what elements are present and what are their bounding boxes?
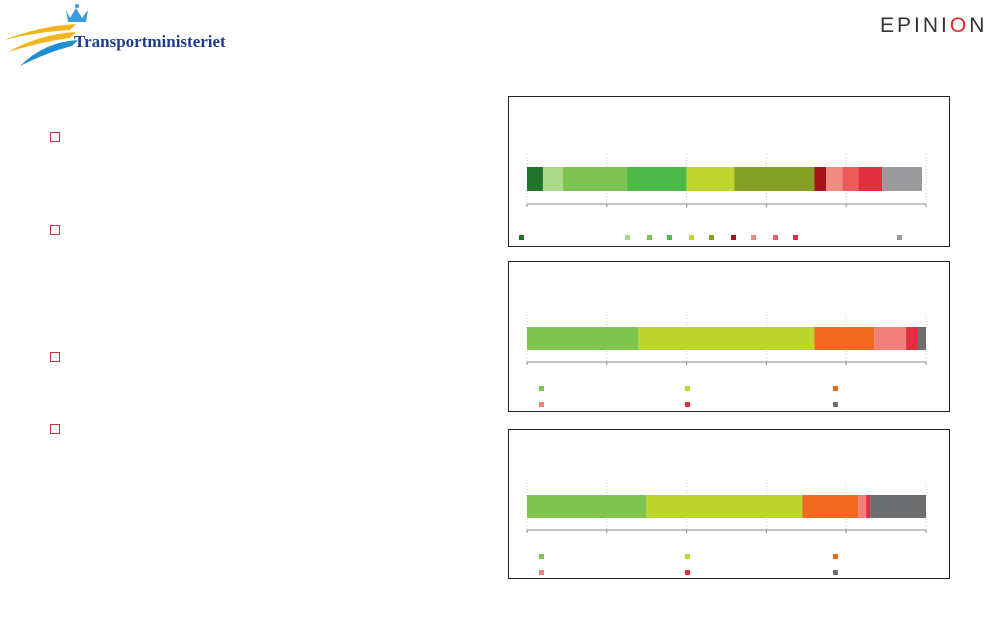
bar-segment-2	[646, 495, 803, 518]
legend-swatch-6	[709, 235, 714, 240]
bar-segment-4	[858, 495, 867, 518]
bar-segment-3	[562, 167, 627, 191]
legend-swatch-2	[625, 235, 630, 240]
bar-segment-9	[842, 167, 859, 191]
bar-segment-11	[882, 167, 923, 191]
legend-swatch-9	[773, 235, 778, 240]
legend-swatch-10	[793, 235, 798, 240]
legend-swatch-4	[667, 235, 672, 240]
legend-swatch-3	[647, 235, 652, 240]
epinion-logo: EPINION	[880, 14, 987, 38]
bar-segment-6	[870, 495, 926, 518]
chart-panel-3	[508, 429, 950, 579]
stacked-bar-chart-1	[519, 154, 927, 240]
legend-swatch-2	[685, 386, 690, 391]
bullet-point-1	[50, 132, 60, 142]
bar-segment-1	[527, 167, 543, 191]
legend-swatch-6	[833, 570, 838, 575]
legend-swatch-6	[833, 402, 838, 407]
bar-segment-7	[814, 167, 827, 191]
legend-swatch-1	[519, 235, 524, 240]
bar-segment-5	[866, 495, 871, 518]
bar-segment-3	[802, 495, 859, 518]
bullet-point-4	[50, 424, 60, 434]
legend-swatch-1	[539, 386, 544, 391]
bar-segment-2	[638, 327, 815, 350]
legend-swatch-4	[539, 570, 544, 575]
bar-segment-6	[918, 327, 926, 350]
bar-segment-4	[874, 327, 907, 350]
bar-segment-3	[814, 327, 875, 350]
legend-swatch-11	[897, 235, 902, 240]
legend-swatch-3	[833, 554, 838, 559]
crown-swoosh-icon	[4, 4, 88, 66]
stacked-bar-chart-3	[526, 483, 927, 575]
brand-text-start: EPINI	[880, 14, 950, 37]
brand-text-end: N	[969, 14, 988, 37]
legend-swatch-1	[539, 554, 544, 559]
brand-text-o: O	[949, 14, 970, 37]
bullet-point-2	[50, 225, 60, 235]
bar-segment-2	[542, 167, 563, 191]
bar-segment-10	[858, 167, 883, 191]
legend-swatch-8	[751, 235, 756, 240]
bar-segment-1	[527, 495, 647, 518]
stacked-bar-chart-2	[526, 315, 927, 407]
bar-segment-5	[906, 327, 919, 350]
legend-swatch-3	[833, 386, 838, 391]
chart-panel-2	[508, 261, 950, 412]
bar-segment-6	[734, 167, 815, 191]
bar-segment-8	[826, 167, 843, 191]
bar-segment-1	[527, 327, 639, 350]
bullet-point-3	[50, 352, 60, 362]
ministry-logo: Transportministeriet	[0, 0, 260, 72]
chart-panel-1	[508, 96, 950, 247]
ministry-name: Transportministeriet	[74, 32, 226, 51]
legend-swatch-4	[539, 402, 544, 407]
legend-swatch-5	[685, 570, 690, 575]
legend-swatch-5	[689, 235, 694, 240]
legend-swatch-5	[685, 402, 690, 407]
legend-swatch-2	[685, 554, 690, 559]
bar-segment-4	[626, 167, 687, 191]
bar-segment-5	[686, 167, 735, 191]
legend-swatch-7	[731, 235, 736, 240]
